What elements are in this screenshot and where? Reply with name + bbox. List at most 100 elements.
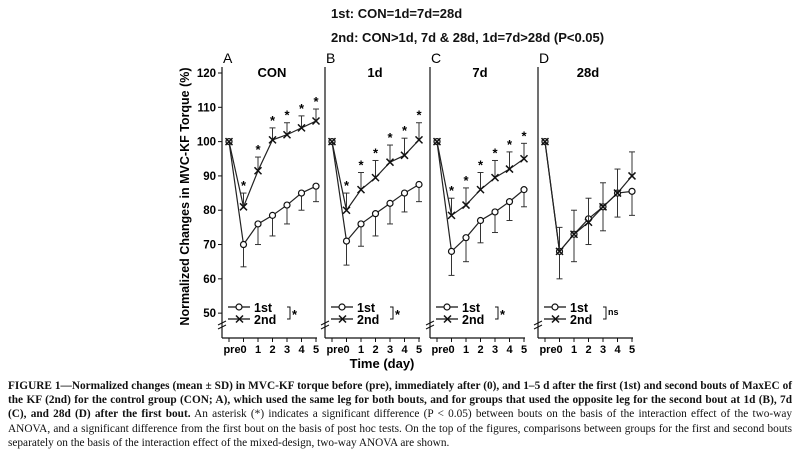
x-tick-label: 0 — [240, 344, 246, 356]
data-point — [385, 158, 395, 167]
x-tick-label: 4 — [506, 344, 513, 356]
data-point — [519, 154, 529, 163]
legend-significance: ns — [608, 307, 619, 317]
data-point — [342, 206, 351, 215]
legend-marker — [235, 314, 244, 324]
significance-asterisk: * — [373, 145, 379, 160]
data-point — [371, 210, 380, 218]
data-point — [447, 247, 456, 255]
significance-asterisk: * — [284, 108, 290, 123]
x-tick-label: 2 — [585, 344, 591, 356]
x-tick-label: 4 — [614, 344, 621, 356]
legend-bracket — [603, 306, 607, 320]
legend-label: 1st — [462, 301, 481, 315]
x-tick-label: 3 — [492, 344, 498, 356]
y-axis: 50 60 70 80 90 100 110 120 — [197, 68, 222, 320]
axis-break — [217, 324, 227, 330]
data-point — [357, 220, 365, 228]
x-tick-label: 0 — [556, 344, 562, 356]
data-point — [356, 185, 366, 194]
significance-asterisk: * — [463, 173, 469, 188]
data-point — [311, 116, 321, 126]
data-point — [584, 218, 593, 227]
significance-asterisk: * — [521, 128, 527, 143]
y-tick-label: 60 — [203, 274, 216, 286]
data-point — [555, 247, 564, 256]
x-tick-label: 4 — [298, 344, 305, 356]
x-tick-label: 2 — [372, 344, 378, 356]
data-point — [327, 137, 337, 146]
data-point — [476, 185, 485, 194]
significance-asterisk: * — [344, 178, 350, 193]
x-tick-label: 0 — [343, 344, 349, 356]
data-point — [400, 151, 409, 160]
data-point — [505, 165, 514, 174]
x-tick-label: pre — [326, 344, 343, 356]
data-point — [490, 173, 500, 182]
data-point — [297, 189, 306, 197]
panel-letter: C — [431, 50, 441, 66]
x-tick-label: pre — [431, 344, 448, 356]
x-tick-label: 0 — [448, 344, 454, 356]
series-1st — [225, 138, 320, 268]
legend-label: 2nd — [462, 313, 484, 327]
significance-asterisk: * — [358, 157, 364, 172]
significance-asterisk: * — [299, 101, 305, 116]
data-point — [415, 180, 423, 189]
panel-title: 7d — [472, 65, 487, 80]
data-point — [491, 208, 499, 216]
panel-title: 1d — [367, 65, 382, 80]
data-point — [569, 230, 579, 239]
x-tick-label: 5 — [416, 344, 422, 356]
series-2nd — [224, 108, 321, 211]
x-tick-label: 3 — [387, 344, 393, 356]
data-point — [239, 202, 248, 211]
data-point — [254, 220, 262, 228]
data-point — [627, 171, 637, 180]
x-tick-label: 1 — [571, 344, 577, 356]
y-tick-label: 80 — [203, 205, 216, 217]
data-point — [540, 137, 550, 146]
significance-asterisk: * — [492, 145, 498, 160]
data-point — [268, 135, 277, 144]
y-tick-label: 90 — [203, 171, 216, 183]
axis-break — [533, 324, 543, 330]
series-2nd — [432, 137, 529, 220]
data-point — [386, 199, 394, 207]
data-point — [505, 198, 514, 206]
panel-letter: D — [539, 50, 549, 66]
axis-break — [425, 324, 435, 330]
caption-title: —Normalized changes (mean ± SD) in MVC-K… — [8, 380, 792, 421]
legend-marker — [338, 314, 347, 324]
axis-break — [217, 320, 227, 326]
x-tick-label: 5 — [521, 344, 527, 356]
legend-label: 1st — [357, 301, 376, 315]
data-point — [476, 216, 485, 225]
significance-asterisk: * — [387, 130, 393, 145]
series-2nd — [327, 122, 424, 215]
panel-title: CON — [258, 65, 287, 80]
data-point — [312, 182, 320, 190]
caption-body: An asterisk (*) indicates a significant … — [8, 408, 792, 449]
legend-marker — [551, 303, 559, 311]
significance-asterisk: * — [402, 123, 408, 138]
significance-asterisk: * — [478, 157, 484, 172]
y-axis-label: Normalized Changes in MVC-KF Torque (%) — [178, 67, 192, 325]
x-tick-label: 1 — [358, 344, 364, 356]
panel-title: 28d — [577, 65, 599, 80]
axis-break — [320, 320, 330, 326]
legend-bracket — [287, 306, 291, 320]
legend-significance: * — [395, 307, 401, 322]
series-2nd — [540, 137, 637, 256]
y-tick-label: 120 — [197, 68, 216, 80]
panel-letter: B — [326, 50, 335, 66]
data-point — [447, 211, 456, 220]
significance-asterisk: * — [416, 108, 422, 123]
